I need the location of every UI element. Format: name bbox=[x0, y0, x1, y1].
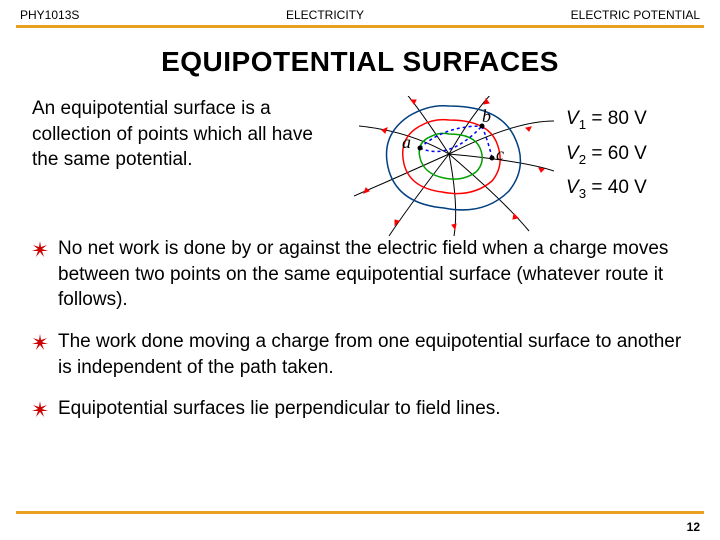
bullet-text: No net work is done by or against the el… bbox=[58, 236, 688, 313]
potential-v3: V3 = 40 V bbox=[566, 171, 647, 206]
point-c-label: c bbox=[496, 144, 504, 165]
potential-v1: V1 = 80 V bbox=[566, 102, 647, 137]
starburst-icon bbox=[32, 401, 48, 417]
equipotential-diagram: a b c bbox=[354, 96, 554, 226]
bullet-item: No net work is done by or against the el… bbox=[32, 236, 688, 313]
bullet-text: Equipotential surfaces lie perpendicular… bbox=[58, 396, 501, 422]
bullet-item: Equipotential surfaces lie perpendicular… bbox=[32, 396, 688, 422]
diagram-svg bbox=[354, 96, 554, 236]
point-a-label: a bbox=[402, 132, 411, 153]
potential-v2: V2 = 60 V bbox=[566, 137, 647, 172]
starburst-icon bbox=[32, 334, 48, 350]
starburst-icon bbox=[32, 241, 48, 257]
bullet-item: The work done moving a charge from one e… bbox=[32, 329, 688, 380]
bullet-list: No net work is done by or against the el… bbox=[32, 236, 688, 422]
header: PHY1013S ELECTRICITY ELECTRIC POTENTIAL bbox=[0, 0, 720, 25]
point-b-label: b bbox=[482, 106, 491, 127]
intro-row: An equipotential surface is a collection… bbox=[32, 96, 688, 226]
header-right: ELECTRIC POTENTIAL bbox=[571, 8, 700, 22]
footer-divider bbox=[16, 511, 704, 514]
bullet-text: The work done moving a charge from one e… bbox=[58, 329, 688, 380]
header-divider bbox=[16, 25, 704, 28]
page-title: EQUIPOTENTIAL SURFACES bbox=[0, 46, 720, 78]
page-number: 12 bbox=[687, 520, 700, 534]
header-left: PHY1013S bbox=[20, 8, 79, 22]
content: An equipotential surface is a collection… bbox=[0, 78, 720, 422]
potential-labels: V1 = 80 V V2 = 60 V V3 = 40 V bbox=[566, 96, 647, 226]
header-center: ELECTRICITY bbox=[286, 8, 364, 22]
intro-text: An equipotential surface is a collection… bbox=[32, 96, 342, 226]
